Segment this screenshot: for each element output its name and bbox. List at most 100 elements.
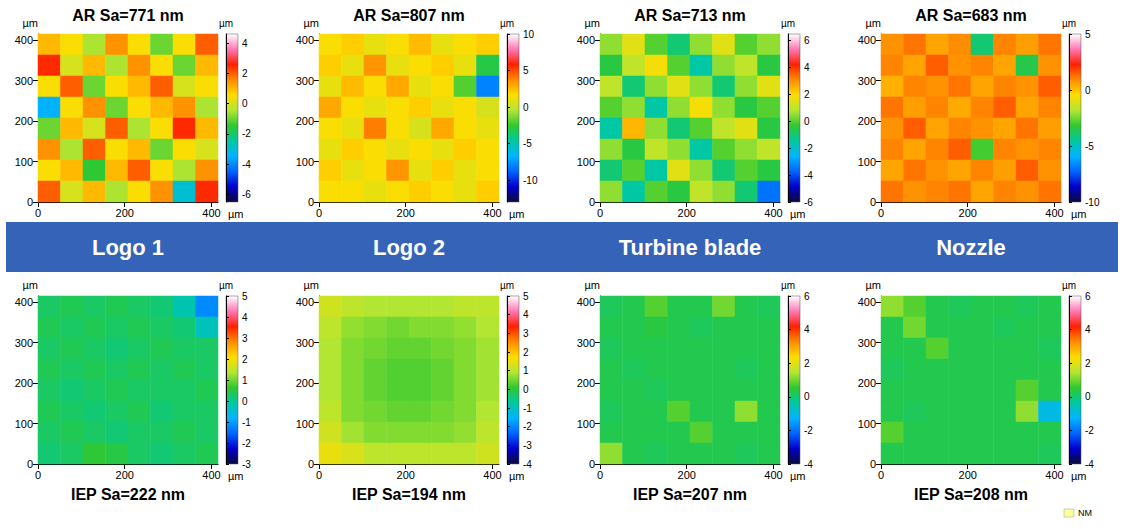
- svg-text:400: 400: [483, 469, 501, 481]
- svg-text:-10: -10: [523, 175, 538, 186]
- svg-text:400: 400: [858, 296, 876, 308]
- svg-text:400: 400: [15, 296, 33, 308]
- svg-text:µm: µm: [584, 279, 600, 291]
- svg-text:200: 200: [959, 207, 977, 219]
- svg-text:400: 400: [15, 34, 33, 46]
- svg-text:3: 3: [523, 328, 529, 339]
- svg-text:100: 100: [577, 156, 595, 168]
- svg-text:µm: µm: [790, 470, 806, 482]
- svg-text:0: 0: [804, 391, 810, 402]
- svg-text:200: 200: [15, 377, 33, 389]
- svg-text:200: 200: [959, 469, 977, 481]
- svg-text:0: 0: [878, 469, 884, 481]
- svg-text:2: 2: [804, 358, 810, 369]
- svg-text:µm: µm: [219, 280, 233, 291]
- svg-text:4: 4: [804, 62, 810, 73]
- svg-text:-4: -4: [804, 459, 813, 470]
- svg-text:100: 100: [15, 156, 33, 168]
- svg-text:0: 0: [35, 207, 41, 219]
- svg-text:2: 2: [242, 68, 248, 79]
- svg-text:400: 400: [577, 34, 595, 46]
- svg-text:-4: -4: [804, 170, 813, 181]
- svg-text:0: 0: [1085, 85, 1091, 96]
- svg-text:-4: -4: [242, 159, 251, 170]
- svg-text:µm: µm: [865, 279, 881, 291]
- svg-text:Nozzle: Nozzle: [936, 235, 1006, 260]
- svg-text:300: 300: [296, 75, 314, 87]
- svg-text:2: 2: [804, 89, 810, 100]
- svg-text:µm: µm: [303, 279, 319, 291]
- svg-text:400: 400: [296, 296, 314, 308]
- svg-text:-2: -2: [523, 421, 532, 432]
- svg-text:200: 200: [296, 377, 314, 389]
- svg-text:µm: µm: [790, 208, 806, 220]
- svg-text:100: 100: [296, 418, 314, 430]
- svg-text:-2: -2: [242, 438, 251, 449]
- svg-text:0: 0: [308, 196, 314, 208]
- svg-text:2: 2: [523, 347, 529, 358]
- svg-text:-2: -2: [242, 128, 251, 139]
- svg-text:-1: -1: [242, 417, 251, 428]
- svg-text:µm: µm: [500, 280, 514, 291]
- svg-text:10: 10: [523, 29, 535, 40]
- svg-text:µm: µm: [228, 470, 244, 482]
- svg-text:µm: µm: [1071, 470, 1087, 482]
- svg-text:Logo 2: Logo 2: [373, 235, 445, 260]
- svg-text:400: 400: [202, 469, 220, 481]
- svg-text:AR Sa=683 nm: AR Sa=683 nm: [915, 7, 1027, 24]
- svg-text:400: 400: [202, 207, 220, 219]
- svg-text:200: 200: [397, 469, 415, 481]
- svg-text:AR Sa=807 nm: AR Sa=807 nm: [353, 7, 465, 24]
- svg-text:300: 300: [296, 337, 314, 349]
- svg-text:0: 0: [870, 458, 876, 470]
- svg-text:µm: µm: [509, 208, 525, 220]
- svg-text:5: 5: [242, 291, 248, 302]
- svg-text:4: 4: [523, 309, 529, 320]
- svg-text:300: 300: [15, 75, 33, 87]
- svg-text:µm: µm: [509, 470, 525, 482]
- svg-text:100: 100: [15, 418, 33, 430]
- svg-text:NM: NM: [1078, 508, 1092, 518]
- svg-text:-3: -3: [523, 440, 532, 451]
- svg-text:0: 0: [308, 458, 314, 470]
- svg-text:200: 200: [296, 115, 314, 127]
- svg-text:200: 200: [577, 377, 595, 389]
- svg-text:0: 0: [316, 207, 322, 219]
- svg-text:400: 400: [296, 34, 314, 46]
- svg-text:0: 0: [804, 116, 810, 127]
- svg-text:3: 3: [242, 333, 248, 344]
- svg-text:µm: µm: [22, 279, 38, 291]
- svg-text:400: 400: [1045, 207, 1063, 219]
- svg-text:µm: µm: [1071, 208, 1087, 220]
- svg-text:0: 0: [316, 469, 322, 481]
- svg-text:Turbine blade: Turbine blade: [619, 235, 762, 260]
- svg-text:300: 300: [577, 337, 595, 349]
- svg-text:200: 200: [116, 469, 134, 481]
- svg-text:-6: -6: [804, 197, 813, 208]
- svg-text:100: 100: [577, 418, 595, 430]
- svg-text:IEP Sa=208 nm: IEP Sa=208 nm: [914, 486, 1028, 503]
- svg-text:-10: -10: [1085, 197, 1100, 208]
- svg-text:µm: µm: [228, 208, 244, 220]
- svg-text:4: 4: [804, 324, 810, 335]
- svg-text:0: 0: [27, 196, 33, 208]
- svg-text:4: 4: [1085, 324, 1091, 335]
- svg-text:0: 0: [1085, 391, 1091, 402]
- svg-text:AR Sa=713 nm: AR Sa=713 nm: [634, 7, 746, 24]
- svg-text:300: 300: [858, 75, 876, 87]
- svg-text:6: 6: [1085, 291, 1091, 302]
- svg-text:5: 5: [1085, 29, 1091, 40]
- svg-text:-3: -3: [242, 459, 251, 470]
- svg-text:µm: µm: [1062, 18, 1076, 29]
- svg-text:400: 400: [858, 34, 876, 46]
- svg-text:-4: -4: [523, 459, 532, 470]
- svg-text:Logo 1: Logo 1: [92, 235, 164, 260]
- svg-text:200: 200: [15, 115, 33, 127]
- svg-text:2: 2: [1085, 358, 1091, 369]
- svg-text:200: 200: [397, 207, 415, 219]
- svg-text:0: 0: [589, 196, 595, 208]
- svg-text:0: 0: [589, 458, 595, 470]
- svg-text:2: 2: [242, 354, 248, 365]
- svg-text:300: 300: [577, 75, 595, 87]
- svg-text:400: 400: [1045, 469, 1063, 481]
